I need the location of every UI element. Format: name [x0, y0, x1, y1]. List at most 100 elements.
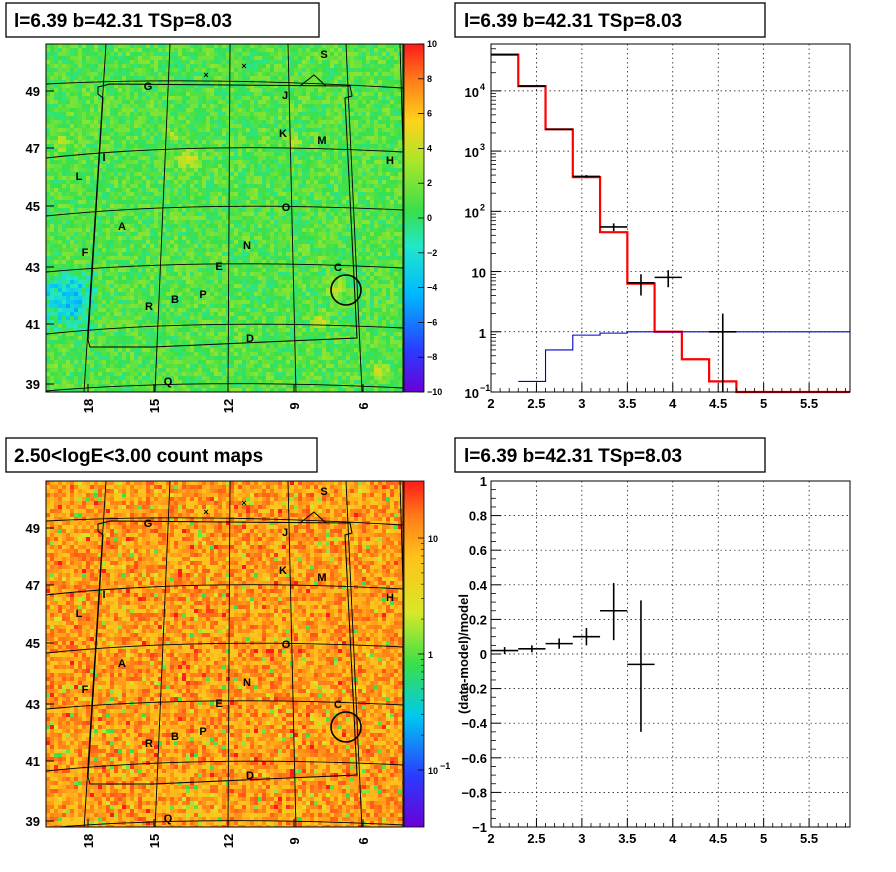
heatmap-cell	[170, 168, 174, 172]
heatmap-cell	[114, 84, 118, 88]
heatmap-cell	[186, 240, 190, 244]
heatmap-cell	[334, 88, 338, 92]
heatmap-cell	[178, 136, 182, 140]
heatmap-cell	[350, 132, 354, 136]
heatmap-cell	[354, 156, 358, 160]
heatmap-cell	[198, 44, 202, 48]
heatmap-cell	[394, 164, 398, 168]
heatmap-cell	[390, 116, 394, 120]
heatmap-cell	[46, 224, 50, 228]
heatmap-cell	[290, 156, 294, 160]
heatmap-cell	[118, 96, 122, 100]
heatmap-cell	[70, 172, 74, 176]
heatmap-cell	[382, 44, 386, 48]
heatmap-cell	[362, 48, 366, 52]
heatmap-cell	[362, 164, 366, 168]
heatmap-cell	[262, 168, 266, 172]
heatmap-cell	[206, 96, 210, 100]
heatmap-cell	[278, 84, 282, 88]
heatmap-cell	[166, 216, 170, 220]
heatmap-cell	[86, 188, 90, 192]
heatmap-cell	[150, 128, 154, 132]
heatmap-cell	[170, 128, 174, 132]
heatmap-cell	[294, 212, 298, 216]
heatmap-cell	[126, 140, 130, 144]
heatmap-cell	[322, 124, 326, 128]
heatmap-cell	[238, 256, 242, 260]
heatmap-cell	[162, 168, 166, 172]
heatmap-cell	[146, 172, 150, 176]
heatmap-cell	[178, 140, 182, 144]
heatmap-cell	[282, 208, 286, 212]
heatmap-cell	[378, 248, 382, 252]
heatmap-cell	[110, 240, 114, 244]
heatmap-cell	[238, 192, 242, 196]
heatmap-cell	[178, 220, 182, 224]
heatmap-cell	[226, 128, 230, 132]
heatmap-cell	[114, 124, 118, 128]
heatmap-cell	[350, 88, 354, 92]
heatmap-cell	[230, 236, 234, 240]
heatmap-cell	[126, 252, 130, 256]
heatmap-cell	[294, 240, 298, 244]
heatmap-cell	[214, 88, 218, 92]
heatmap-cell	[234, 72, 238, 76]
heatmap-cell	[266, 68, 270, 72]
heatmap-cell	[102, 196, 106, 200]
heatmap-cell	[50, 148, 54, 152]
heatmap-cell	[186, 104, 190, 108]
heatmap-cell	[114, 96, 118, 100]
heatmap-cell	[134, 88, 138, 92]
heatmap-cell	[78, 224, 82, 228]
heatmap-cell	[202, 152, 206, 156]
heatmap-cell	[386, 116, 390, 120]
heatmap-cell	[214, 220, 218, 224]
heatmap-cell	[398, 160, 402, 164]
heatmap-cell	[66, 112, 70, 116]
heatmap-cell	[214, 236, 218, 240]
heatmap-cell	[102, 128, 106, 132]
heatmap-cell	[222, 68, 226, 72]
heatmap-cell	[374, 120, 378, 124]
heatmap-cell	[286, 216, 290, 220]
heatmap-cell	[146, 88, 150, 92]
heatmap-cell	[258, 200, 262, 204]
heatmap-cell	[266, 188, 270, 192]
heatmap-cell	[302, 44, 306, 48]
heatmap-cell	[126, 52, 130, 56]
heatmap-cell	[242, 172, 246, 176]
heatmap-cell	[146, 176, 150, 180]
heatmap-cell	[242, 144, 246, 148]
heatmap-cell	[170, 80, 174, 84]
heatmap-cell	[390, 232, 394, 236]
heatmap-cell	[166, 164, 170, 168]
heatmap-cell	[390, 128, 394, 132]
heatmap-cell	[66, 60, 70, 64]
heatmap-cell	[150, 108, 154, 112]
heatmap-cell	[190, 248, 194, 252]
heatmap-cell	[302, 212, 306, 216]
heatmap-cell	[118, 244, 122, 248]
heatmap-cell	[314, 44, 318, 48]
heatmap-cell	[230, 68, 234, 72]
heatmap-cell	[90, 196, 94, 200]
heatmap-cell	[78, 44, 82, 48]
heatmap-cell	[314, 168, 318, 172]
heatmap-cell	[182, 120, 186, 124]
heatmap-cell	[98, 184, 102, 188]
heatmap-cell	[90, 48, 94, 52]
heatmap-cell	[222, 200, 226, 204]
heatmap-cell	[214, 112, 218, 116]
heatmap-cell	[54, 252, 58, 256]
heatmap-cell	[106, 60, 110, 64]
heatmap-cell	[386, 124, 390, 128]
heatmap-cell	[54, 56, 58, 60]
heatmap-cell	[122, 112, 126, 116]
heatmap-cell	[362, 112, 366, 116]
heatmap-cell	[130, 68, 134, 72]
heatmap-cell	[306, 104, 310, 108]
heatmap-cell	[82, 76, 86, 80]
heatmap-cell	[166, 260, 170, 264]
heatmap-cell	[78, 252, 82, 256]
heatmap-cell	[50, 44, 54, 48]
